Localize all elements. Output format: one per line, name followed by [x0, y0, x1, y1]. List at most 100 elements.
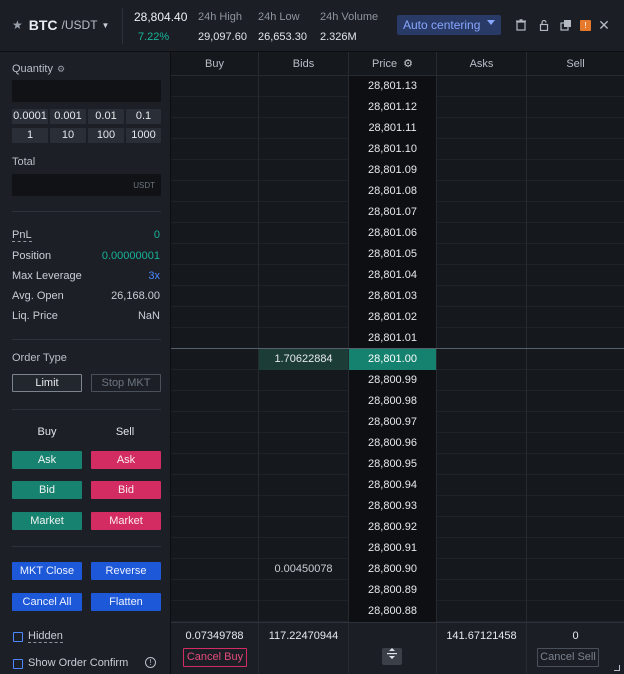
- sell-cell[interactable]: [527, 328, 624, 349]
- bid-cell[interactable]: [259, 286, 349, 307]
- price-cell[interactable]: 28,800.95: [349, 454, 437, 475]
- price-cell[interactable]: 28,801.07: [349, 202, 437, 223]
- sell-ask-button[interactable]: Ask: [91, 451, 161, 469]
- sell-cell[interactable]: [527, 517, 624, 538]
- buy-cell[interactable]: [171, 328, 259, 349]
- ask-cell[interactable]: [437, 454, 527, 475]
- bid-cell[interactable]: [259, 139, 349, 160]
- ask-cell[interactable]: [437, 496, 527, 517]
- bid-cell[interactable]: [259, 76, 349, 97]
- show-confirm-checkbox[interactable]: [13, 659, 23, 669]
- buy-cell[interactable]: [171, 265, 259, 286]
- buy-market-button[interactable]: Market: [12, 512, 82, 530]
- leverage-value[interactable]: 3x: [148, 270, 160, 282]
- sell-cell[interactable]: [527, 454, 624, 475]
- quick-qty-0.0001[interactable]: 0.0001: [12, 109, 48, 124]
- buy-cell[interactable]: [171, 97, 259, 118]
- ask-cell[interactable]: [437, 160, 527, 181]
- auto-centering-dropdown[interactable]: Auto centering: [397, 15, 501, 35]
- price-cell[interactable]: 28,801.11: [349, 118, 437, 139]
- sell-market-button[interactable]: Market: [91, 512, 161, 530]
- trash-icon[interactable]: [515, 19, 527, 31]
- buy-cell[interactable]: [171, 391, 259, 412]
- buy-cell[interactable]: [171, 412, 259, 433]
- gear-icon[interactable]: ⚙: [403, 58, 413, 70]
- buy-cell[interactable]: [171, 118, 259, 139]
- multiplier-10[interactable]: 10: [50, 128, 86, 143]
- ask-cell[interactable]: [437, 412, 527, 433]
- reverse-button[interactable]: Reverse: [91, 562, 161, 580]
- cancel-sell-button[interactable]: Cancel Sell: [537, 648, 599, 667]
- price-cell[interactable]: 28,801.10: [349, 139, 437, 160]
- sell-cell[interactable]: [527, 139, 624, 160]
- bid-cell[interactable]: [259, 496, 349, 517]
- flatten-button[interactable]: Flatten: [91, 593, 161, 611]
- alert-badge[interactable]: !: [580, 20, 591, 31]
- windows-icon[interactable]: [560, 19, 572, 31]
- buy-cell[interactable]: [171, 433, 259, 454]
- resize-handle-icon[interactable]: [614, 665, 620, 671]
- stop-mkt-button[interactable]: Stop MKT: [91, 374, 161, 392]
- sell-cell[interactable]: [527, 601, 624, 622]
- ask-cell[interactable]: [437, 475, 527, 496]
- bid-cell[interactable]: [259, 244, 349, 265]
- sell-cell[interactable]: [527, 244, 624, 265]
- sell-cell[interactable]: [527, 202, 624, 223]
- buy-cell[interactable]: [171, 181, 259, 202]
- bid-cell[interactable]: [259, 307, 349, 328]
- bid-cell[interactable]: [259, 475, 349, 496]
- sell-cell[interactable]: [527, 76, 624, 97]
- sell-cell[interactable]: [527, 559, 624, 580]
- multiplier-100[interactable]: 100: [88, 128, 124, 143]
- bid-cell[interactable]: [259, 223, 349, 244]
- price-cell[interactable]: 28,800.89: [349, 580, 437, 601]
- price-cell[interactable]: 28,801.12: [349, 97, 437, 118]
- price-cell[interactable]: 28,800.97: [349, 412, 437, 433]
- bid-cell[interactable]: [259, 265, 349, 286]
- sell-cell[interactable]: [527, 538, 624, 559]
- ask-cell[interactable]: [437, 118, 527, 139]
- quick-qty-0.001[interactable]: 0.001: [50, 109, 86, 124]
- buy-cell[interactable]: [171, 580, 259, 601]
- buy-cell[interactable]: [171, 286, 259, 307]
- price-cell[interactable]: 28,800.91: [349, 538, 437, 559]
- buy-bid-button[interactable]: Bid: [12, 481, 82, 499]
- price-cell[interactable]: 28,800.99: [349, 370, 437, 391]
- price-cell[interactable]: 28,801.02: [349, 307, 437, 328]
- ask-cell[interactable]: [437, 538, 527, 559]
- ask-cell[interactable]: [437, 76, 527, 97]
- ask-cell[interactable]: [437, 370, 527, 391]
- price-cell[interactable]: 28,801.04: [349, 265, 437, 286]
- ask-cell[interactable]: [437, 181, 527, 202]
- price-cell[interactable]: 28,801.13: [349, 76, 437, 97]
- price-cell[interactable]: 28,801.05: [349, 244, 437, 265]
- price-cell[interactable]: 28,801.00: [349, 349, 437, 370]
- cancel-all-button[interactable]: Cancel All: [12, 593, 82, 611]
- ask-cell[interactable]: [437, 433, 527, 454]
- bid-cell[interactable]: [259, 412, 349, 433]
- buy-ask-button[interactable]: Ask: [12, 451, 82, 469]
- sell-cell[interactable]: [527, 286, 624, 307]
- buy-cell[interactable]: [171, 517, 259, 538]
- ask-cell[interactable]: [437, 139, 527, 160]
- favorite-star-icon[interactable]: ★: [12, 18, 23, 32]
- buy-cell[interactable]: [171, 496, 259, 517]
- bid-cell[interactable]: [259, 97, 349, 118]
- buy-cell[interactable]: [171, 223, 259, 244]
- sell-cell[interactable]: [527, 370, 624, 391]
- buy-cell[interactable]: [171, 202, 259, 223]
- bid-cell[interactable]: [259, 328, 349, 349]
- bid-cell[interactable]: 1.70622884: [259, 349, 349, 370]
- bid-cell[interactable]: [259, 391, 349, 412]
- symbol-selector[interactable]: ★ BTC /USDT ▼: [12, 17, 109, 33]
- sell-cell[interactable]: [527, 475, 624, 496]
- bid-cell[interactable]: [259, 181, 349, 202]
- buy-cell[interactable]: [171, 475, 259, 496]
- ask-cell[interactable]: [437, 97, 527, 118]
- lock-icon[interactable]: [538, 19, 550, 32]
- bid-cell[interactable]: [259, 538, 349, 559]
- ask-cell[interactable]: [437, 244, 527, 265]
- price-cell[interactable]: 28,801.09: [349, 160, 437, 181]
- limit-button[interactable]: Limit: [12, 374, 82, 392]
- bid-cell[interactable]: [259, 517, 349, 538]
